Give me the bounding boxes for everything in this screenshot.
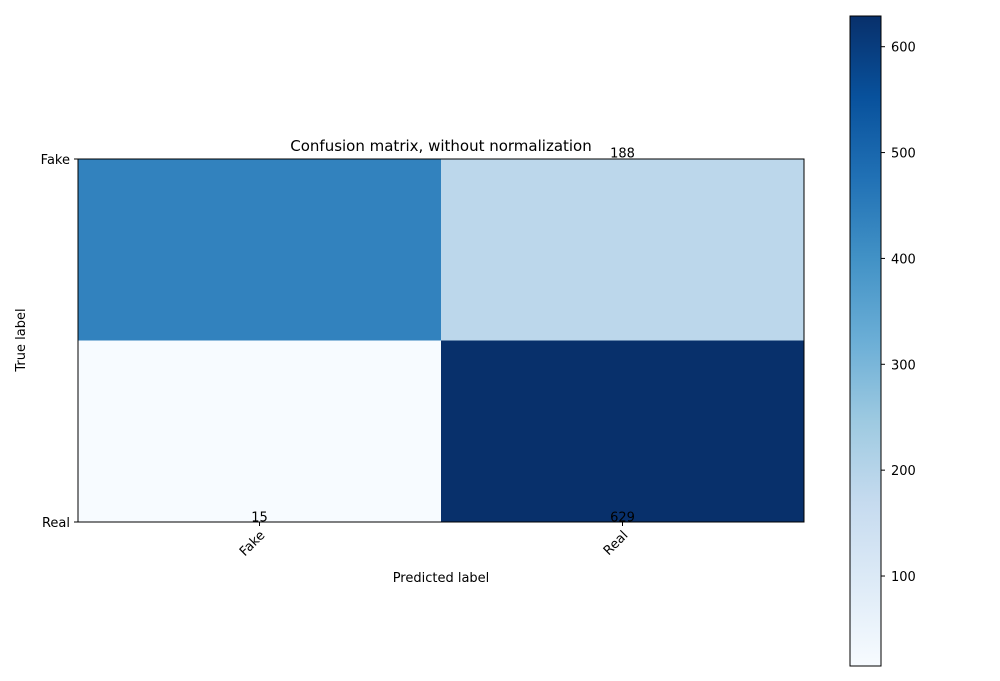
colorbar: 100 200 300 400 500 600 xyxy=(849,15,916,667)
y-axis-label: True label xyxy=(14,308,29,372)
chart-title: Confusion matrix, without normalization xyxy=(290,137,592,155)
x-tick-label: Real xyxy=(601,528,631,558)
x-tick-label: Fake xyxy=(237,528,268,559)
x-axis: Fake Real xyxy=(237,522,631,560)
heatmap-cell-fake-real xyxy=(441,159,805,341)
colorbar-tick-label: 500 xyxy=(891,147,916,162)
colorbar-ticks: 100 200 300 400 500 600 xyxy=(881,41,916,585)
heatmap-cell-real-fake xyxy=(78,340,442,523)
y-axis: Fake Real xyxy=(41,153,78,531)
x-axis-label: Predicted label xyxy=(393,571,490,586)
cell-value-label: 629 xyxy=(610,511,635,526)
colorbar-tick-label: 600 xyxy=(891,41,916,56)
heatmap-cell-real-real xyxy=(441,340,805,523)
colorbar-tick-label: 100 xyxy=(891,570,916,585)
colorbar-tick-label: 200 xyxy=(891,464,916,479)
colorbar-tick-label: 300 xyxy=(891,358,916,373)
cell-value-labels: 188 15 629 xyxy=(251,147,635,526)
cell-value-label: 15 xyxy=(251,511,268,526)
y-tick-label: Real xyxy=(42,516,70,531)
cell-value-label: 188 xyxy=(610,147,635,162)
plot-frame xyxy=(77,158,805,523)
colorbar-gradient xyxy=(849,15,882,667)
colorbar-tick-label: 400 xyxy=(891,252,916,267)
heatmap-cell-fake-fake xyxy=(78,159,442,341)
heatmap-cells xyxy=(78,159,805,523)
y-tick-label: Fake xyxy=(41,153,70,168)
